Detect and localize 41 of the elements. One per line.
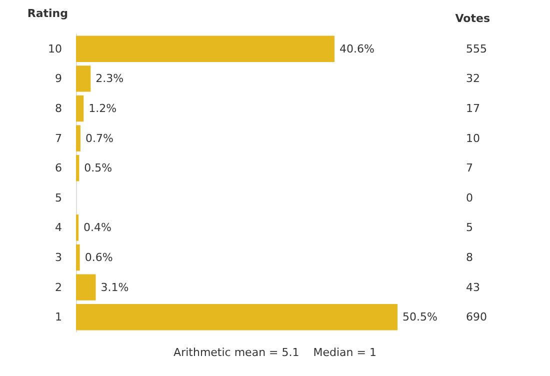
data-label: 0.7% — [85, 132, 114, 145]
data-label: 0.5% — [84, 162, 112, 175]
bar — [76, 66, 91, 92]
data-label: 40.6% — [339, 42, 374, 56]
y-tick-label: 9 — [55, 72, 62, 86]
y-tick-label: 3 — [55, 251, 62, 264]
y2-tick-label: 690 — [466, 310, 487, 324]
bar — [76, 304, 398, 330]
y2-tick-label: 0 — [466, 191, 473, 204]
y-tick-label: 6 — [55, 162, 62, 175]
bar — [76, 154, 80, 182]
bar — [76, 36, 334, 62]
y-tick-label: 7 — [55, 132, 62, 145]
bar — [76, 274, 96, 300]
bar — [76, 214, 79, 241]
text: Votes — [455, 12, 490, 25]
data-label: 0.6% — [84, 251, 113, 264]
y-axis-title: Rating — [27, 7, 68, 20]
data-label: 3.1% — [100, 280, 129, 294]
data-label: 1.2% — [88, 102, 117, 115]
y-tick-label: 10 — [48, 42, 62, 56]
y2-tick-label: 43 — [466, 280, 480, 294]
y-tick-label: 5 — [55, 191, 62, 204]
y2-tick-label: 5 — [466, 221, 473, 234]
y-tick-label: 2 — [55, 280, 62, 294]
y-tick-label: 8 — [55, 102, 62, 115]
text: Arithmetic mean = 5.1 Median = 1 — [174, 346, 376, 359]
bar — [76, 244, 80, 271]
y2-tick-label: 32 — [466, 72, 480, 86]
data-label: 2.3% — [96, 72, 124, 86]
y2-tick-label: 555 — [466, 42, 487, 56]
y2-tick-label: 8 — [466, 251, 473, 264]
y2-tick-label: 17 — [466, 102, 480, 115]
y-tick-label: 1 — [55, 310, 62, 324]
bar — [76, 125, 80, 152]
y-tick-label: 4 — [55, 221, 62, 234]
y2-tick-label: 7 — [466, 162, 473, 175]
bar — [76, 95, 84, 122]
data-label: 50.5% — [402, 310, 438, 324]
data-label: 0.4% — [84, 221, 112, 234]
y2-tick-label: 10 — [466, 132, 480, 145]
